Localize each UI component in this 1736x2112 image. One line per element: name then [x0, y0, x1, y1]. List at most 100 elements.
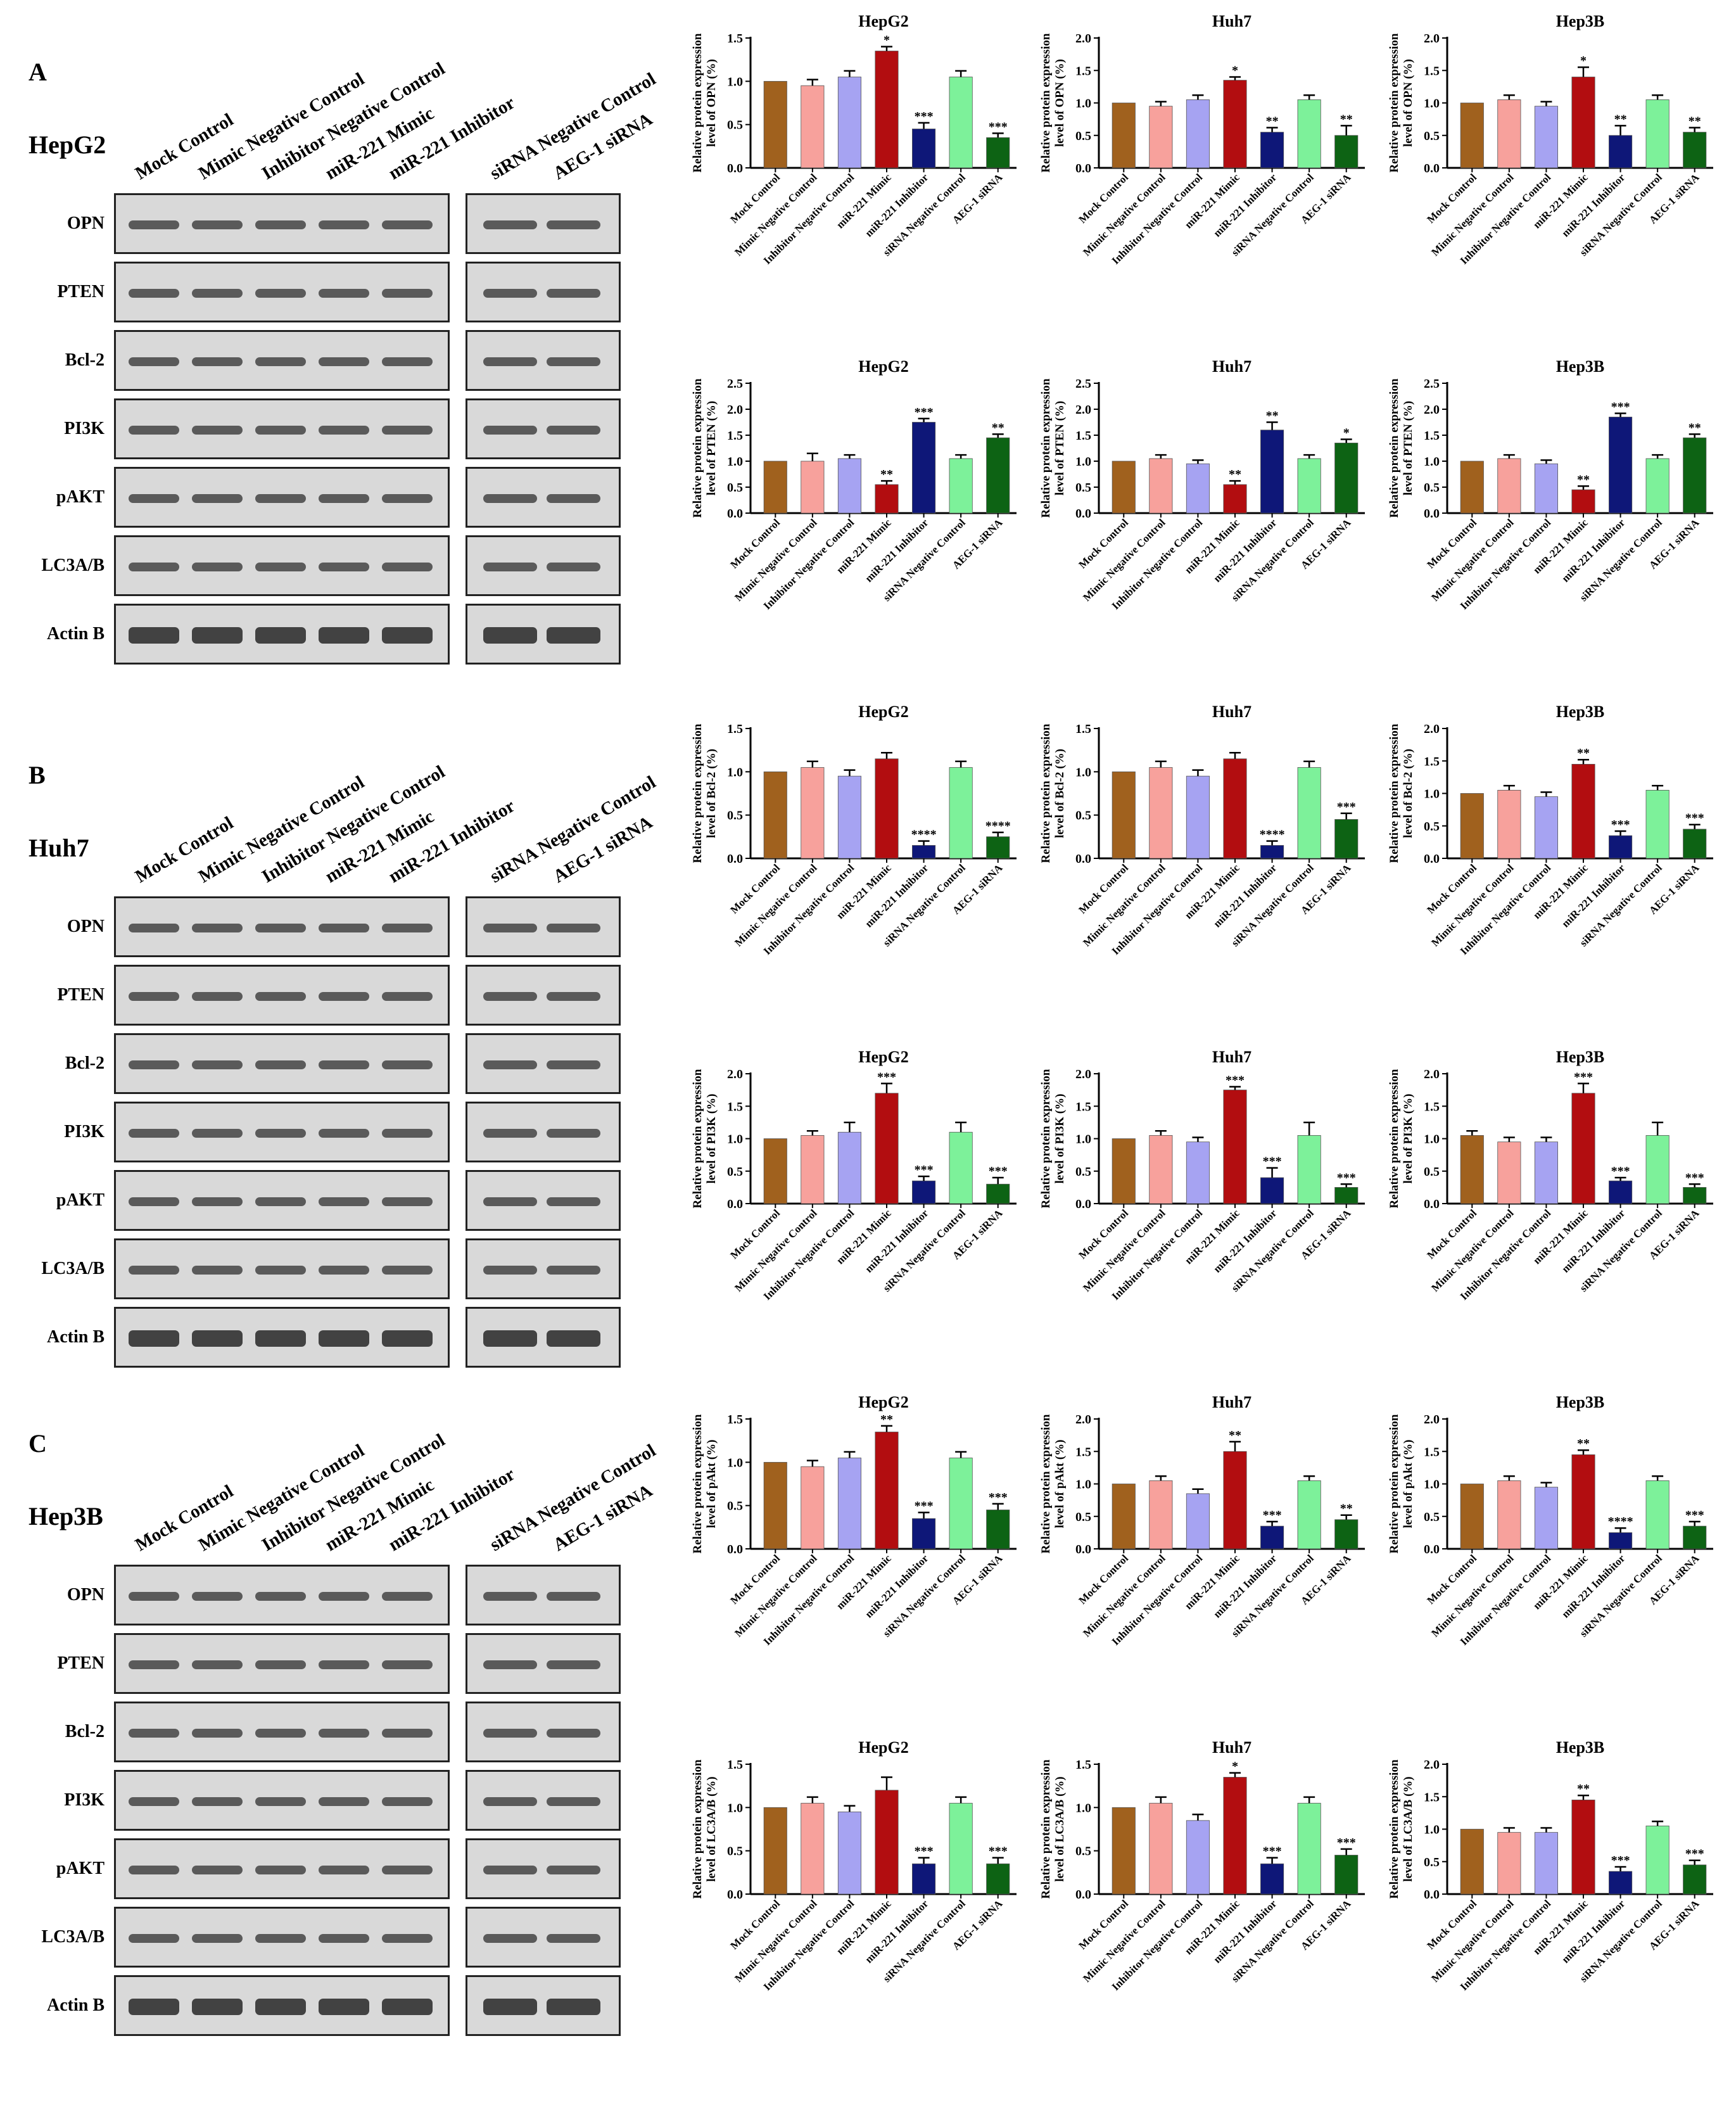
- bar: [875, 484, 899, 514]
- bar: [1571, 1454, 1595, 1549]
- significance-marker: ***: [915, 110, 934, 124]
- bar-chart: Huh7 Relative protein expression level of …: [1039, 703, 1365, 957]
- bar: [1186, 1493, 1210, 1549]
- y-axis-label: level of LC3A/B (%): [1053, 1776, 1067, 1881]
- bar-chart: Huh7 Relative protein expression level of …: [1039, 1393, 1365, 1648]
- bar: [1460, 1484, 1484, 1549]
- significance-marker: ***: [1611, 1854, 1630, 1867]
- protein-band: [319, 1999, 369, 2015]
- y-tick-label: 2.0: [1075, 1067, 1091, 1081]
- protein-band: [483, 1999, 537, 2015]
- protein-band: [319, 1330, 369, 1347]
- y-tick-label: 1.5: [1424, 754, 1440, 768]
- protein-band: [192, 1060, 243, 1069]
- western-blot-strip: [466, 330, 621, 391]
- protein-band: [483, 1060, 537, 1069]
- y-tick-label: 2.0: [727, 1067, 743, 1081]
- protein-band: [192, 357, 243, 366]
- protein-band: [319, 1592, 369, 1601]
- protein-band: [255, 1129, 306, 1138]
- chart-title: Hep3B: [1556, 357, 1605, 376]
- bar: [1334, 1855, 1359, 1895]
- y-tick-label: 1.0: [727, 765, 743, 779]
- protein-band: [547, 1934, 600, 1943]
- protein-label: pAKT: [56, 1190, 105, 1210]
- bar-chart: Huh7 Relative protein expression level of …: [1039, 1048, 1365, 1302]
- y-axis-label: Relative protein expression: [1388, 1759, 1401, 1899]
- protein-band: [255, 289, 306, 298]
- y-tick-label: 1.5: [1075, 1100, 1091, 1114]
- protein-band: [192, 1866, 243, 1874]
- y-axis-label: Relative protein expression: [1388, 1414, 1401, 1553]
- protein-band: [129, 1592, 179, 1601]
- y-tick-label: 1.5: [727, 1758, 743, 1772]
- significance-marker: **: [1229, 468, 1241, 481]
- y-tick-label: 0.0: [1424, 1197, 1440, 1211]
- bar: [1112, 1807, 1136, 1895]
- y-tick-label: 2.0: [1424, 403, 1440, 417]
- y-tick-label: 0.5: [1075, 1165, 1091, 1179]
- y-tick-label: 0.5: [1075, 1845, 1091, 1859]
- y-tick-label: 0.5: [1075, 481, 1091, 495]
- bar: [986, 1183, 1010, 1204]
- bar: [1297, 1135, 1321, 1204]
- y-tick-label: 2.0: [1075, 32, 1091, 46]
- y-tick-label: 0.0: [1424, 162, 1440, 175]
- protein-band: [129, 1060, 179, 1069]
- x-tick-label: miR-221 Inhibitor: [1211, 1897, 1279, 1966]
- bar: [949, 458, 973, 514]
- protein-band: [319, 992, 369, 1001]
- protein-band: [319, 1934, 369, 1943]
- protein-band: [192, 289, 243, 298]
- panel-cell-line: HepG2: [29, 130, 106, 159]
- protein-band: [129, 494, 179, 503]
- y-tick-label: 1.0: [1075, 1133, 1091, 1147]
- bar: [1534, 1142, 1558, 1204]
- x-tick-label: miR-221 Inhibitor: [1559, 171, 1628, 239]
- significance-marker: ***: [1685, 811, 1704, 825]
- protein-band: [547, 1729, 600, 1738]
- western-blot-strip: [114, 193, 450, 254]
- significance-marker: **: [1340, 1502, 1353, 1516]
- protein-label: PTEN: [57, 985, 105, 1005]
- protein-band: [129, 1999, 179, 2015]
- y-axis-label: level of LC3A/B (%): [705, 1776, 718, 1881]
- panel-letter: B: [29, 761, 46, 789]
- protein-band: [129, 1266, 179, 1275]
- x-tick-label: miR-221 Inhibitor: [1211, 171, 1279, 239]
- bar: [1645, 458, 1669, 514]
- y-tick-label: 0.5: [727, 481, 743, 495]
- bar: [1645, 1825, 1669, 1895]
- bar: [801, 1466, 825, 1549]
- x-tick-label: miR-221 Inhibitor: [863, 1207, 931, 1275]
- protein-band: [483, 1592, 537, 1601]
- significance-marker: *: [1580, 54, 1587, 68]
- western-blot-strip: [466, 1838, 621, 1899]
- chart-title: Huh7: [1212, 357, 1251, 376]
- y-tick-label: 0.0: [1424, 1888, 1440, 1902]
- protein-band: [192, 1266, 243, 1275]
- chart-title: Hep3B: [1556, 1048, 1605, 1066]
- western-blot-strip: [114, 1170, 450, 1231]
- western-blot-strip: [466, 1565, 621, 1625]
- bar: [837, 1811, 861, 1895]
- protein-band: [382, 992, 433, 1001]
- protein-band: [319, 1729, 369, 1738]
- significance-marker: **: [1266, 409, 1279, 423]
- protein-band: [319, 494, 369, 503]
- protein-band: [129, 1797, 179, 1806]
- y-axis-label: level of PI3K (%): [705, 1094, 718, 1184]
- protein-band: [547, 563, 600, 571]
- bar: [1297, 99, 1321, 169]
- western-blot-strip: [466, 535, 621, 596]
- protein-band: [319, 220, 369, 229]
- x-tick-label: miR-221 Inhibitor: [1211, 1552, 1279, 1620]
- protein-band: [483, 1729, 537, 1738]
- bar: [1334, 819, 1359, 859]
- protein-band: [483, 924, 537, 932]
- y-tick-label: 0.0: [1075, 1888, 1091, 1902]
- chart-title: Hep3B: [1556, 1393, 1605, 1411]
- bar: [1223, 758, 1247, 859]
- y-tick-label: 1.5: [1424, 1445, 1440, 1459]
- y-tick-label: 0.5: [727, 809, 743, 823]
